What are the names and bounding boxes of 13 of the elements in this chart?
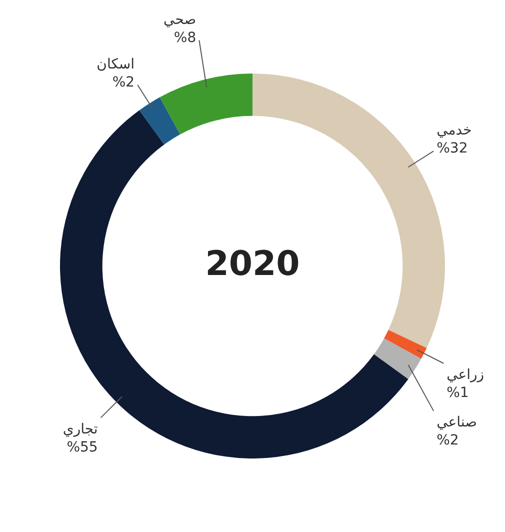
data-label: %1 — [446, 385, 469, 402]
data-label: %55 — [66, 439, 98, 456]
data-label: %32 — [436, 140, 468, 157]
slice-label: خدمي — [436, 122, 472, 139]
slice-label: اسكان — [96, 56, 135, 73]
text: 2020 — [205, 244, 300, 284]
slice-label: صناعي — [436, 414, 478, 431]
slice-label: تجاري — [62, 421, 98, 438]
slice-label: زراعي — [446, 367, 484, 384]
data-label: %8 — [174, 30, 196, 46]
data-label: %2 — [112, 74, 135, 91]
data-label: %2 — [436, 432, 459, 449]
slice-label: صحي — [164, 12, 196, 28]
